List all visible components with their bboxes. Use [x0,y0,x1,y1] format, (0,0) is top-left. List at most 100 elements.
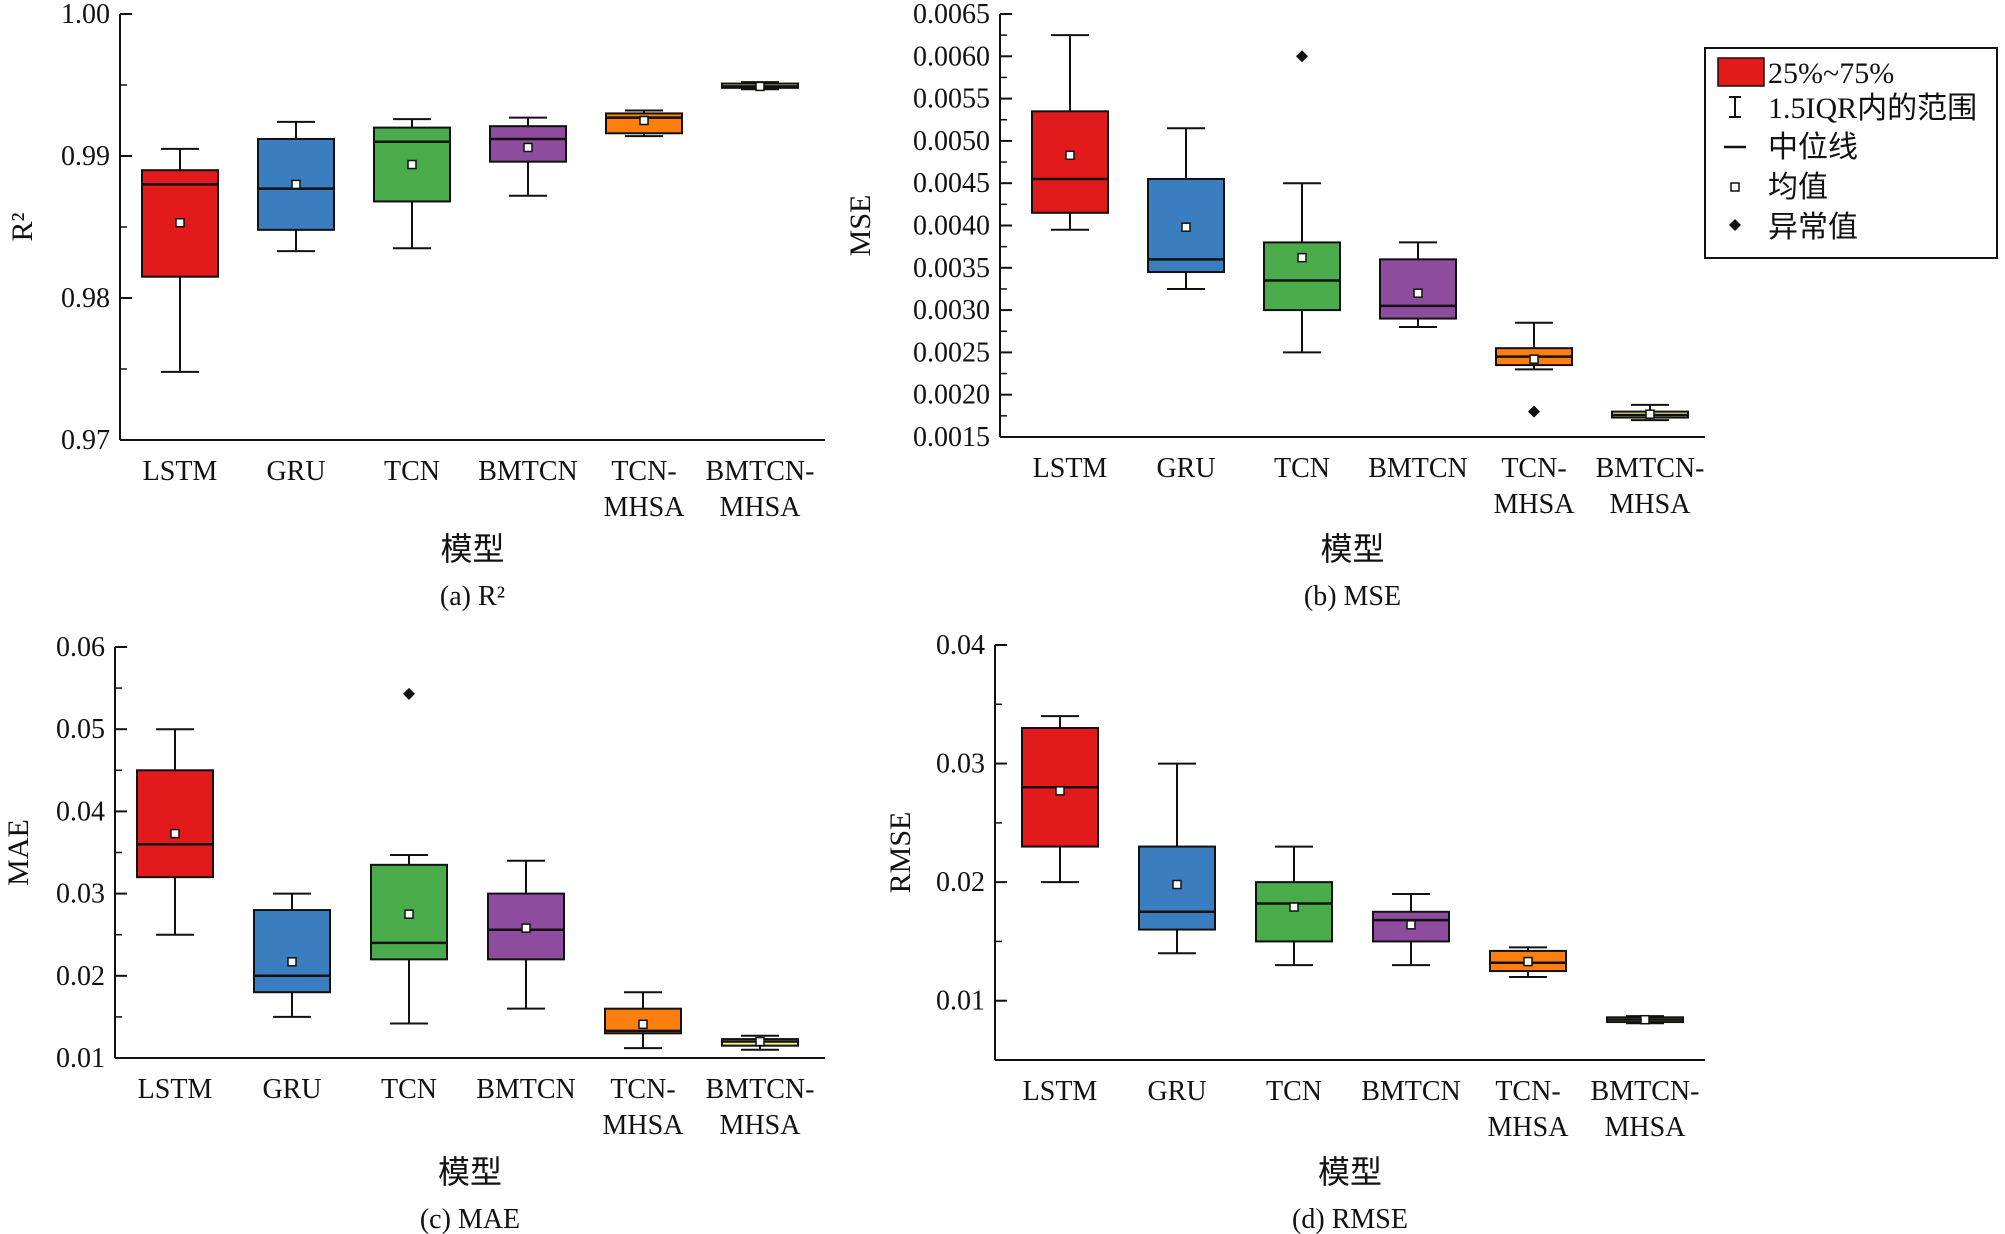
panel-caption: (d) RMSE [1292,1204,1408,1234]
x-tick-label: MHSA [1488,1112,1570,1143]
y-tick-label: 0.02 [56,961,105,992]
mean-marker [755,81,765,92]
x-tick-label: MHSA [1610,489,1692,520]
x-tick-label: MHSA [720,492,802,523]
x-axis-label: 模型 [1320,531,1384,567]
chart-panel-a: 0.97 0.98 0.99 1.00 R² LSTM GRU TCN BMTCN TCN- MHS… [6,0,825,612]
box-tcn: TCN [1263,50,1341,484]
box-gru: GRU [1147,127,1225,484]
legend-box-swatch [1717,57,1765,87]
x-tick-label: MHSA [603,1110,685,1141]
y-tick-label: 0.0015 [913,422,990,453]
chart-panel-b: 0.0015 0.0020 0.0025 0.0030 0.0035 0.0040 0.00… [844,0,1705,612]
y-tick-label: 0.01 [936,986,985,1017]
y-tick-label: 1.00 [61,0,110,30]
mean-marker [1406,920,1416,930]
mean-marker [291,179,301,190]
outlier-marker [403,687,415,700]
box-bmtcn: BMTCN [1361,893,1461,1107]
mean-marker [1181,222,1191,232]
y-axis-label: MAE [2,819,35,886]
y-tick-label: 0.0045 [913,168,990,199]
y-axis-label: RMSE [884,812,917,894]
box-tcn: TCN [373,118,451,487]
mean-marker [1645,409,1655,419]
mean-marker [1523,956,1533,967]
y-tick-label: 0.98 [61,283,110,314]
box-bmtcn: BMTCN [478,116,578,487]
box-tcn: TCN [1255,845,1333,1107]
mean-marker [1055,786,1065,796]
y-tick-label: 0.0040 [913,211,990,242]
iqr-box [1031,110,1109,214]
mean-marker [407,159,417,170]
mean-marker [521,923,531,933]
y-tick-label: 0.05 [56,714,105,745]
y-tick-label: 0.0060 [913,41,990,72]
y-tick-label: 0.97 [61,425,110,456]
box-gru: GRU [253,892,331,1105]
legend-outlier-label: 异常值 [1768,211,1858,244]
x-tick-label: BMTCN- [1596,453,1705,484]
iqr-box [1263,241,1341,312]
mean-square-icon [1730,182,1740,192]
outlier-diamond-icon [1729,219,1741,231]
x-tick-label: LSTM [1033,453,1108,484]
x-tick-label: TCN [1274,453,1330,484]
mean-marker [1297,252,1307,263]
box-lstm: LSTM [141,147,219,487]
y-tick-label: 0.01 [56,1043,105,1074]
legend: 25%~75% 1.5IQR内的范围 中位线 均值 异常值 [1704,47,1998,259]
x-tick-label: TCN- [611,456,676,487]
x-tick-label: LSTM [1023,1076,1098,1107]
box-bmtcn: BMTCN [476,859,576,1105]
legend-box-label: 25%~75% [1768,57,1894,90]
y-axis-label: MSE [844,195,877,257]
x-tick-label: BMTCN [478,456,578,487]
x-tick-label: BMTCN [476,1074,576,1105]
box-bmtcn-mhsa: BMTCN- MHSA [706,81,814,523]
x-tick-label: MHSA [1605,1112,1687,1143]
x-tick-label: TCN [384,456,440,487]
box-tcn-mhsa: TCN- MHSA [1494,321,1576,520]
mean-marker [287,957,297,967]
x-tick-label: GRU [1147,1076,1206,1107]
x-tick-label: BMTCN [1368,453,1468,484]
x-tick-label: LSTM [138,1074,213,1105]
x-axis-label: 模型 [438,1154,502,1190]
iqr-box [253,909,331,994]
x-tick-label: TCN [1266,1076,1322,1107]
iqr-box [489,125,567,163]
x-tick-label: GRU [1156,453,1215,484]
box-gru: GRU [257,120,335,487]
mean-marker [1529,354,1539,364]
chart-panel-d: 0.01 0.02 0.03 0.04 RMSE LSTM GRU TCN BMTCN TCN- M… [884,630,1705,1234]
x-tick-label: MHSA [604,492,686,523]
box-bmtcn-mhsa: BMTCN- MHSA [706,1034,815,1141]
box-bmtcn: BMTCN [1368,241,1468,484]
x-tick-label: BMTCN- [706,1074,815,1105]
x-tick-label: MHSA [1494,489,1576,520]
box-lstm: LSTM [1031,34,1109,484]
legend-mean-label: 均值 [1768,171,1828,204]
whisker-icon [1729,96,1741,118]
x-tick-label: TCN- [610,1074,675,1105]
y-tick-label: 0.0025 [913,337,990,368]
mean-marker [523,142,533,153]
panel-caption: (a) R² [440,581,505,612]
y-tick-label: 0.0030 [913,295,990,326]
x-axis-label: 模型 [1318,1154,1382,1190]
x-tick-label: GRU [266,456,325,487]
chart-panel-c: 0.01 0.02 0.03 0.04 0.05 0.06 MAE LSTM GRU TCN BMT… [2,632,825,1234]
mean-marker [170,828,180,839]
y-tick-label: 0.06 [56,632,105,663]
box-tcn-mhsa: TCN- MHSA [603,991,685,1141]
y-tick-label: 0.03 [56,879,105,910]
legend-median-label: 中位线 [1768,131,1858,164]
outlier-marker [1296,50,1308,63]
mean-marker [1640,1014,1650,1025]
iqr-box [136,769,214,879]
x-tick-label: BMTCN- [1591,1076,1700,1107]
x-tick-label: BMTCN [1361,1076,1461,1107]
